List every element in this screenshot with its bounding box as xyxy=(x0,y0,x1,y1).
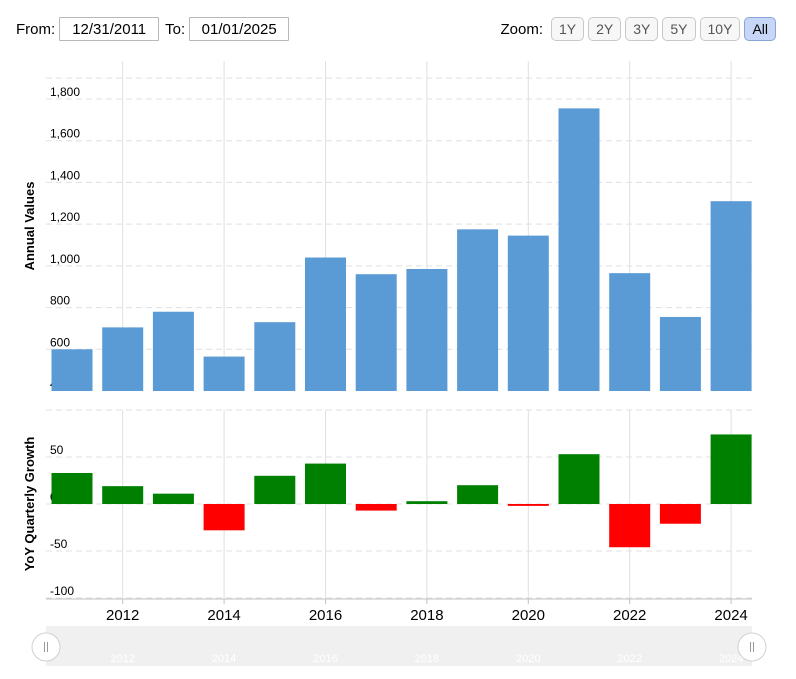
annual-bar xyxy=(102,327,144,391)
top-y-tick-label: 1,000 xyxy=(50,252,80,266)
zoom-button-3y[interactable]: 3Y xyxy=(625,17,659,41)
x-tick-label: 2020 xyxy=(512,607,545,624)
x-tick-label: 2024 xyxy=(714,607,747,624)
annual-bar xyxy=(152,311,194,391)
growth-bar-positive xyxy=(152,493,194,504)
growth-bar-positive xyxy=(710,434,752,504)
x-tick-label: 2022 xyxy=(613,607,646,624)
annual-bar xyxy=(659,316,701,391)
zoom-button-group: 1Y 2Y 3Y 5Y 10Y All xyxy=(547,17,776,41)
navigator-right-handle[interactable] xyxy=(737,632,767,662)
bottom-y-tick-label: -100 xyxy=(50,584,74,598)
navigator-left-handle[interactable] xyxy=(31,632,61,662)
growth-bar-negative xyxy=(355,504,397,511)
navigator-tick-label: 2018 xyxy=(415,653,439,665)
from-date-input[interactable] xyxy=(59,17,160,41)
top-y-tick-label: 1,800 xyxy=(50,85,80,99)
growth-bar-negative xyxy=(203,504,245,531)
growth-bar-negative xyxy=(507,504,549,506)
navigator-tick-label: 2014 xyxy=(212,653,236,665)
bottom-y-tick-label: -50 xyxy=(50,537,68,551)
zoom-button-5y[interactable]: 5Y xyxy=(662,17,696,41)
zoom-controls: Zoom: 1Y 2Y 3Y 5Y 10Y All xyxy=(500,17,776,41)
navigator-tick-label: 2020 xyxy=(516,653,540,665)
growth-bar-positive xyxy=(305,463,346,504)
zoom-button-2y[interactable]: 2Y xyxy=(588,17,622,41)
growth-bar-positive xyxy=(558,454,600,504)
growth-bar-positive xyxy=(457,485,499,504)
annual-bar xyxy=(457,229,499,391)
date-range: From: To: xyxy=(16,16,295,42)
to-label: To: xyxy=(165,20,186,38)
bottom-y-axis-title: YoY Quarterly Growth xyxy=(22,437,37,572)
annual-bar xyxy=(254,322,296,391)
growth-bar-positive xyxy=(51,472,93,504)
annual-bar xyxy=(710,201,752,391)
x-tick-label: 2016 xyxy=(309,607,342,624)
top-y-tick-label: 1,400 xyxy=(50,168,80,182)
x-tick-label: 2018 xyxy=(410,607,443,624)
navigator-tick-label: 2012 xyxy=(110,653,134,665)
growth-bar-positive xyxy=(406,501,448,504)
from-label: From: xyxy=(16,20,56,38)
bottom-y-tick-label: 50 xyxy=(50,443,64,457)
growth-bar-positive xyxy=(254,475,296,504)
annual-bar xyxy=(51,349,93,391)
growth-bar-negative xyxy=(609,504,651,548)
zoom-button-1y[interactable]: 1Y xyxy=(551,17,585,41)
top-y-tick-label: 600 xyxy=(50,335,70,349)
top-y-tick-label: 1,200 xyxy=(50,210,80,224)
top-y-tick-label: 800 xyxy=(50,294,70,308)
annual-bar xyxy=(609,273,651,391)
growth-bar-negative xyxy=(659,504,701,524)
annual-bar xyxy=(305,257,346,391)
x-tick-label: 2014 xyxy=(207,607,240,624)
growth-bar-positive xyxy=(102,486,144,504)
annual-bar xyxy=(406,268,448,391)
navigator-tick-label: 2022 xyxy=(617,653,641,665)
zoom-label: Zoom: xyxy=(500,20,544,38)
navigator-tick-label: 2016 xyxy=(313,653,337,665)
annual-bar xyxy=(558,108,600,391)
top-y-axis-title: Annual Values xyxy=(22,182,37,271)
zoom-button-10y[interactable]: 10Y xyxy=(699,17,741,41)
zoom-button-all[interactable]: All xyxy=(744,17,776,41)
annual-bar xyxy=(203,356,245,391)
navigator-track[interactable] xyxy=(46,626,752,666)
annual-bar xyxy=(355,274,397,391)
annual-bar xyxy=(507,235,549,391)
navigator-tick-label: 2024 xyxy=(719,653,743,665)
x-tick-label: 2012 xyxy=(106,607,139,624)
top-y-tick-label: 1,600 xyxy=(50,127,80,141)
to-date-input[interactable] xyxy=(189,17,290,41)
